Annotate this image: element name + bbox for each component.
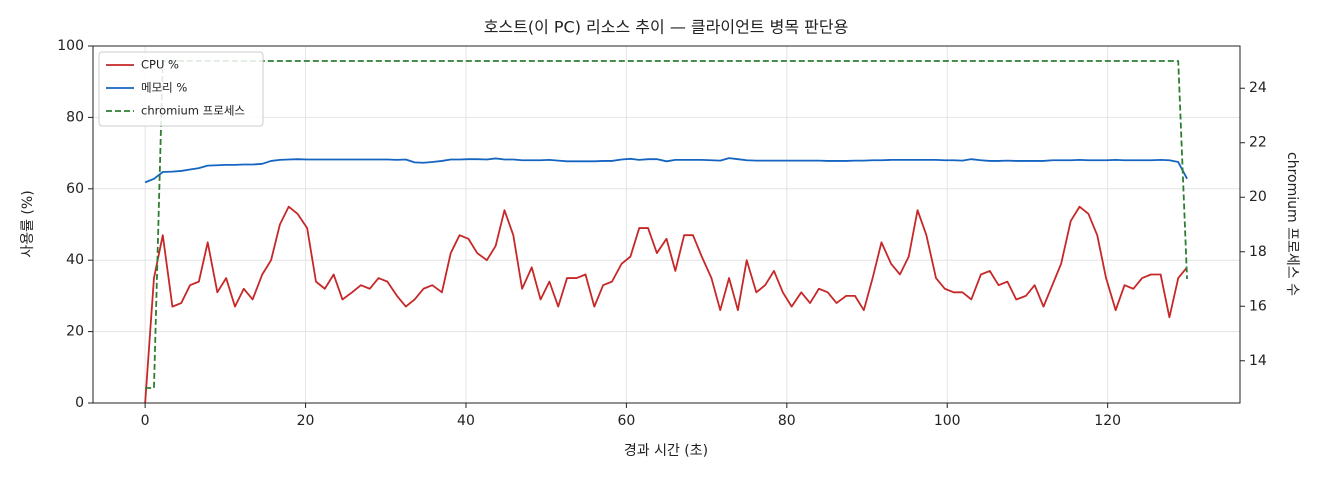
- y2-axis-label: chromium 프로세스 수: [1284, 152, 1300, 296]
- legend-label: CPU %: [141, 58, 179, 72]
- legend-box: [98, 51, 264, 127]
- series-line: [144, 157, 1188, 184]
- y2-tick-label: 16: [1249, 298, 1267, 314]
- x-tick-label: 20: [297, 413, 315, 429]
- x-tick-label: 60: [617, 413, 635, 429]
- y2-tick-label: 14: [1249, 353, 1267, 369]
- y-tick-label: 0: [75, 395, 84, 411]
- y2-tick-label: 18: [1249, 244, 1267, 260]
- series-line: [145, 60, 1188, 389]
- x-tick-label: 120: [1094, 413, 1121, 429]
- y-tick-label: 60: [66, 181, 84, 197]
- y2-tick-label: 22: [1249, 135, 1267, 151]
- legend-label: 메모리 %: [141, 81, 187, 95]
- grid: [93, 45, 1240, 404]
- y-tick-label: 20: [66, 324, 84, 340]
- x-axis-label: 경과 시간 (초): [624, 443, 708, 459]
- y2-tick-label: 20: [1249, 189, 1267, 205]
- y-tick-label: 100: [57, 38, 84, 54]
- y-axis-label: 사용률 (%): [20, 190, 36, 257]
- legend-label: chromium 프로세스: [141, 104, 245, 118]
- y-tick-label: 40: [66, 252, 84, 268]
- x-tick-label: 80: [778, 413, 796, 429]
- axes: 0 20 40 60 80 100 120 0 20 40 60 80 100 14 16 18 20 22 24: [57, 38, 1267, 429]
- y-tick-label: 80: [66, 109, 84, 125]
- series-line: [144, 205, 1188, 404]
- x-tick-label: 100: [934, 413, 961, 429]
- x-tick-label: 0: [141, 413, 150, 429]
- plot-lines: [144, 60, 1188, 404]
- chart-title: 호스트(이 PC) 리소스 추이 — 클라이언트 병목 판단용: [484, 18, 849, 37]
- y2-tick-label: 24: [1249, 80, 1267, 96]
- x-tick-label: 40: [457, 413, 475, 429]
- plot-frame: [92, 45, 1241, 404]
- legend: CPU % 메모리 % chromium 프로세스: [98, 51, 264, 127]
